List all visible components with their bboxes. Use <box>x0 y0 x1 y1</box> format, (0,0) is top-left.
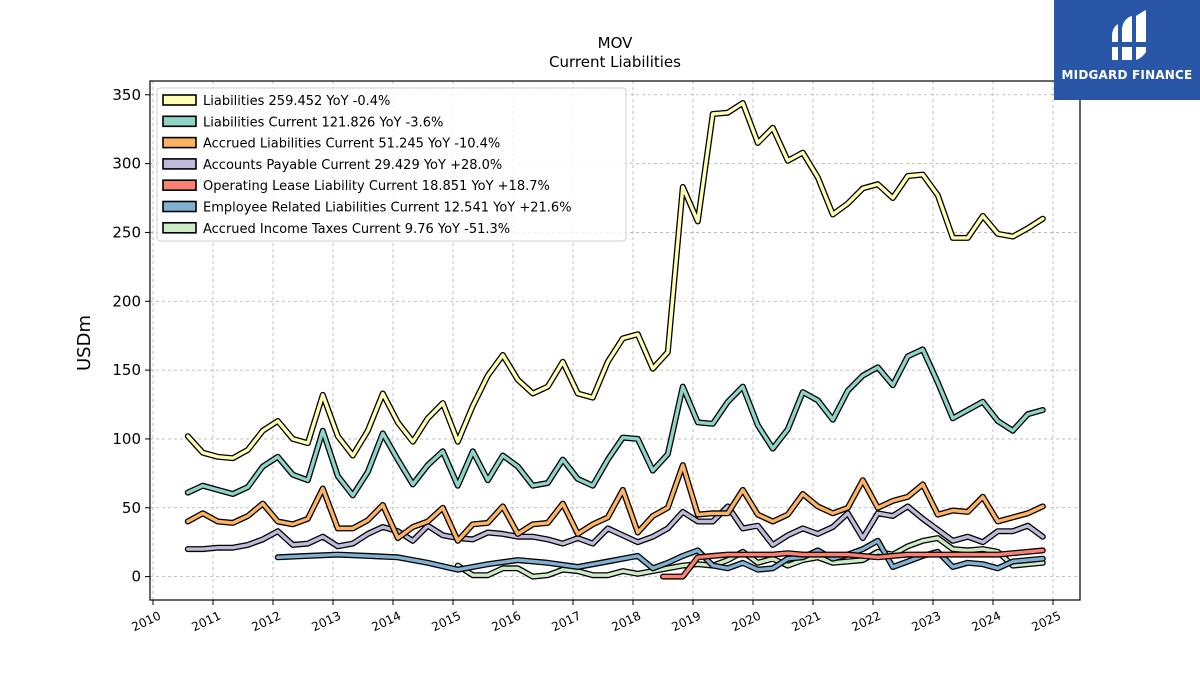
legend-entry[interactable]: Operating Lease Liability Current 18.851… <box>203 179 550 194</box>
x-tick-label: 2024 <box>970 609 1004 635</box>
x-tick-label: 2022 <box>850 609 884 635</box>
x-tick-label: 2021 <box>790 609 824 635</box>
x-tick-label: 2014 <box>370 609 404 635</box>
legend[interactable]: Liabilities 259.452 YoY -0.4% Liabilities… <box>156 87 627 242</box>
legend-entry[interactable]: Liabilities 259.452 YoY -0.4% <box>203 94 390 109</box>
legend-swatch <box>162 136 197 149</box>
chart-title: MOV <box>598 34 633 52</box>
x-tick-label: 2023 <box>910 609 944 635</box>
legend-swatch <box>162 222 197 234</box>
logo-text: MIDGARD FINANCE <box>1061 68 1193 82</box>
y-tick-label: 300 <box>112 155 141 173</box>
y-axis-label: USDm <box>74 315 95 371</box>
x-tick-label: 2012 <box>250 609 284 635</box>
series-layer <box>184 100 1046 580</box>
series-line <box>186 347 1045 498</box>
series-line <box>186 101 1045 460</box>
legend-swatch <box>162 158 197 170</box>
series-line <box>186 504 1045 551</box>
legend-box <box>156 87 627 242</box>
legend-entry[interactable]: Accrued Income Taxes Current 9.76 YoY -5… <box>203 222 510 237</box>
y-tick-label: 150 <box>112 361 141 379</box>
brand-logo: MIDGARD FINANCE <box>1054 0 1200 100</box>
x-tick-label: 2010 <box>130 609 164 635</box>
legend-entry[interactable]: Accrued Liabilities Current 51.245 YoY -… <box>203 137 500 152</box>
chart-subtitle: Current Liabilities <box>549 53 681 71</box>
legend-swatch <box>162 200 197 213</box>
legend-entry[interactable]: Accounts Payable Current 29.429 YoY +28.… <box>203 158 502 173</box>
logo-mark-icon <box>1110 10 1148 60</box>
x-tick-label: 2017 <box>550 609 584 635</box>
y-tick-label: 200 <box>112 292 141 310</box>
y-tick-label: 0 <box>131 568 141 586</box>
x-tick-label: 2025 <box>1030 609 1064 635</box>
y-tick-label: 350 <box>112 86 141 104</box>
y-tick-label: 100 <box>112 430 141 448</box>
y-tick-label: 250 <box>112 223 141 241</box>
x-tick-label: 2020 <box>730 609 764 635</box>
x-tick-label: 2016 <box>490 609 524 635</box>
legend-entry[interactable]: Liabilities Current 121.826 YoY -3.6% <box>203 115 443 130</box>
x-tick-label: 2018 <box>610 609 644 635</box>
series-line <box>186 463 1045 543</box>
legend-swatch <box>162 115 197 128</box>
x-tick-label: 2015 <box>430 609 464 635</box>
x-tick-label: 2011 <box>190 609 224 635</box>
legend-entry[interactable]: Employee Related Liabilities Current 12.… <box>203 201 572 216</box>
y-tick-label: 50 <box>122 499 141 517</box>
x-tick-label: 2019 <box>670 609 704 635</box>
legend-swatch <box>162 94 197 106</box>
legend-swatch <box>162 179 197 191</box>
plot-frame <box>149 80 1081 601</box>
series-line <box>661 548 1045 579</box>
x-tick-label: 2013 <box>310 609 344 635</box>
